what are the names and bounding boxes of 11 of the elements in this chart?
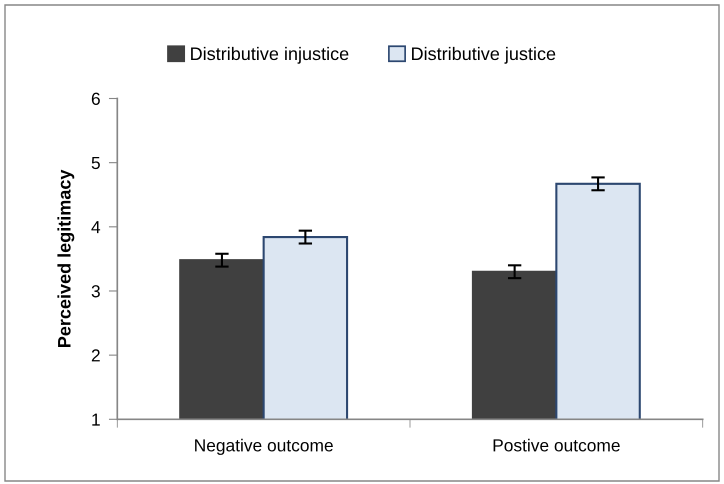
legend-label: Distributive injustice [191,46,348,64]
y-tick-label: 1 [92,414,100,426]
y-tick-label: 5 [92,157,100,170]
y-tick-label: 6 [92,92,100,105]
y-tick-label: 2 [92,349,100,362]
legend-label: Distributive justice [412,46,556,64]
y-axis-title: Perceived legitimacy [57,170,74,348]
x-tick-label: Negative outcome [195,438,333,455]
x-tick-label: Postive outcome [494,438,620,452]
y-tick-label: 4 [91,221,100,234]
y-tick-label: 3 [92,285,100,298]
